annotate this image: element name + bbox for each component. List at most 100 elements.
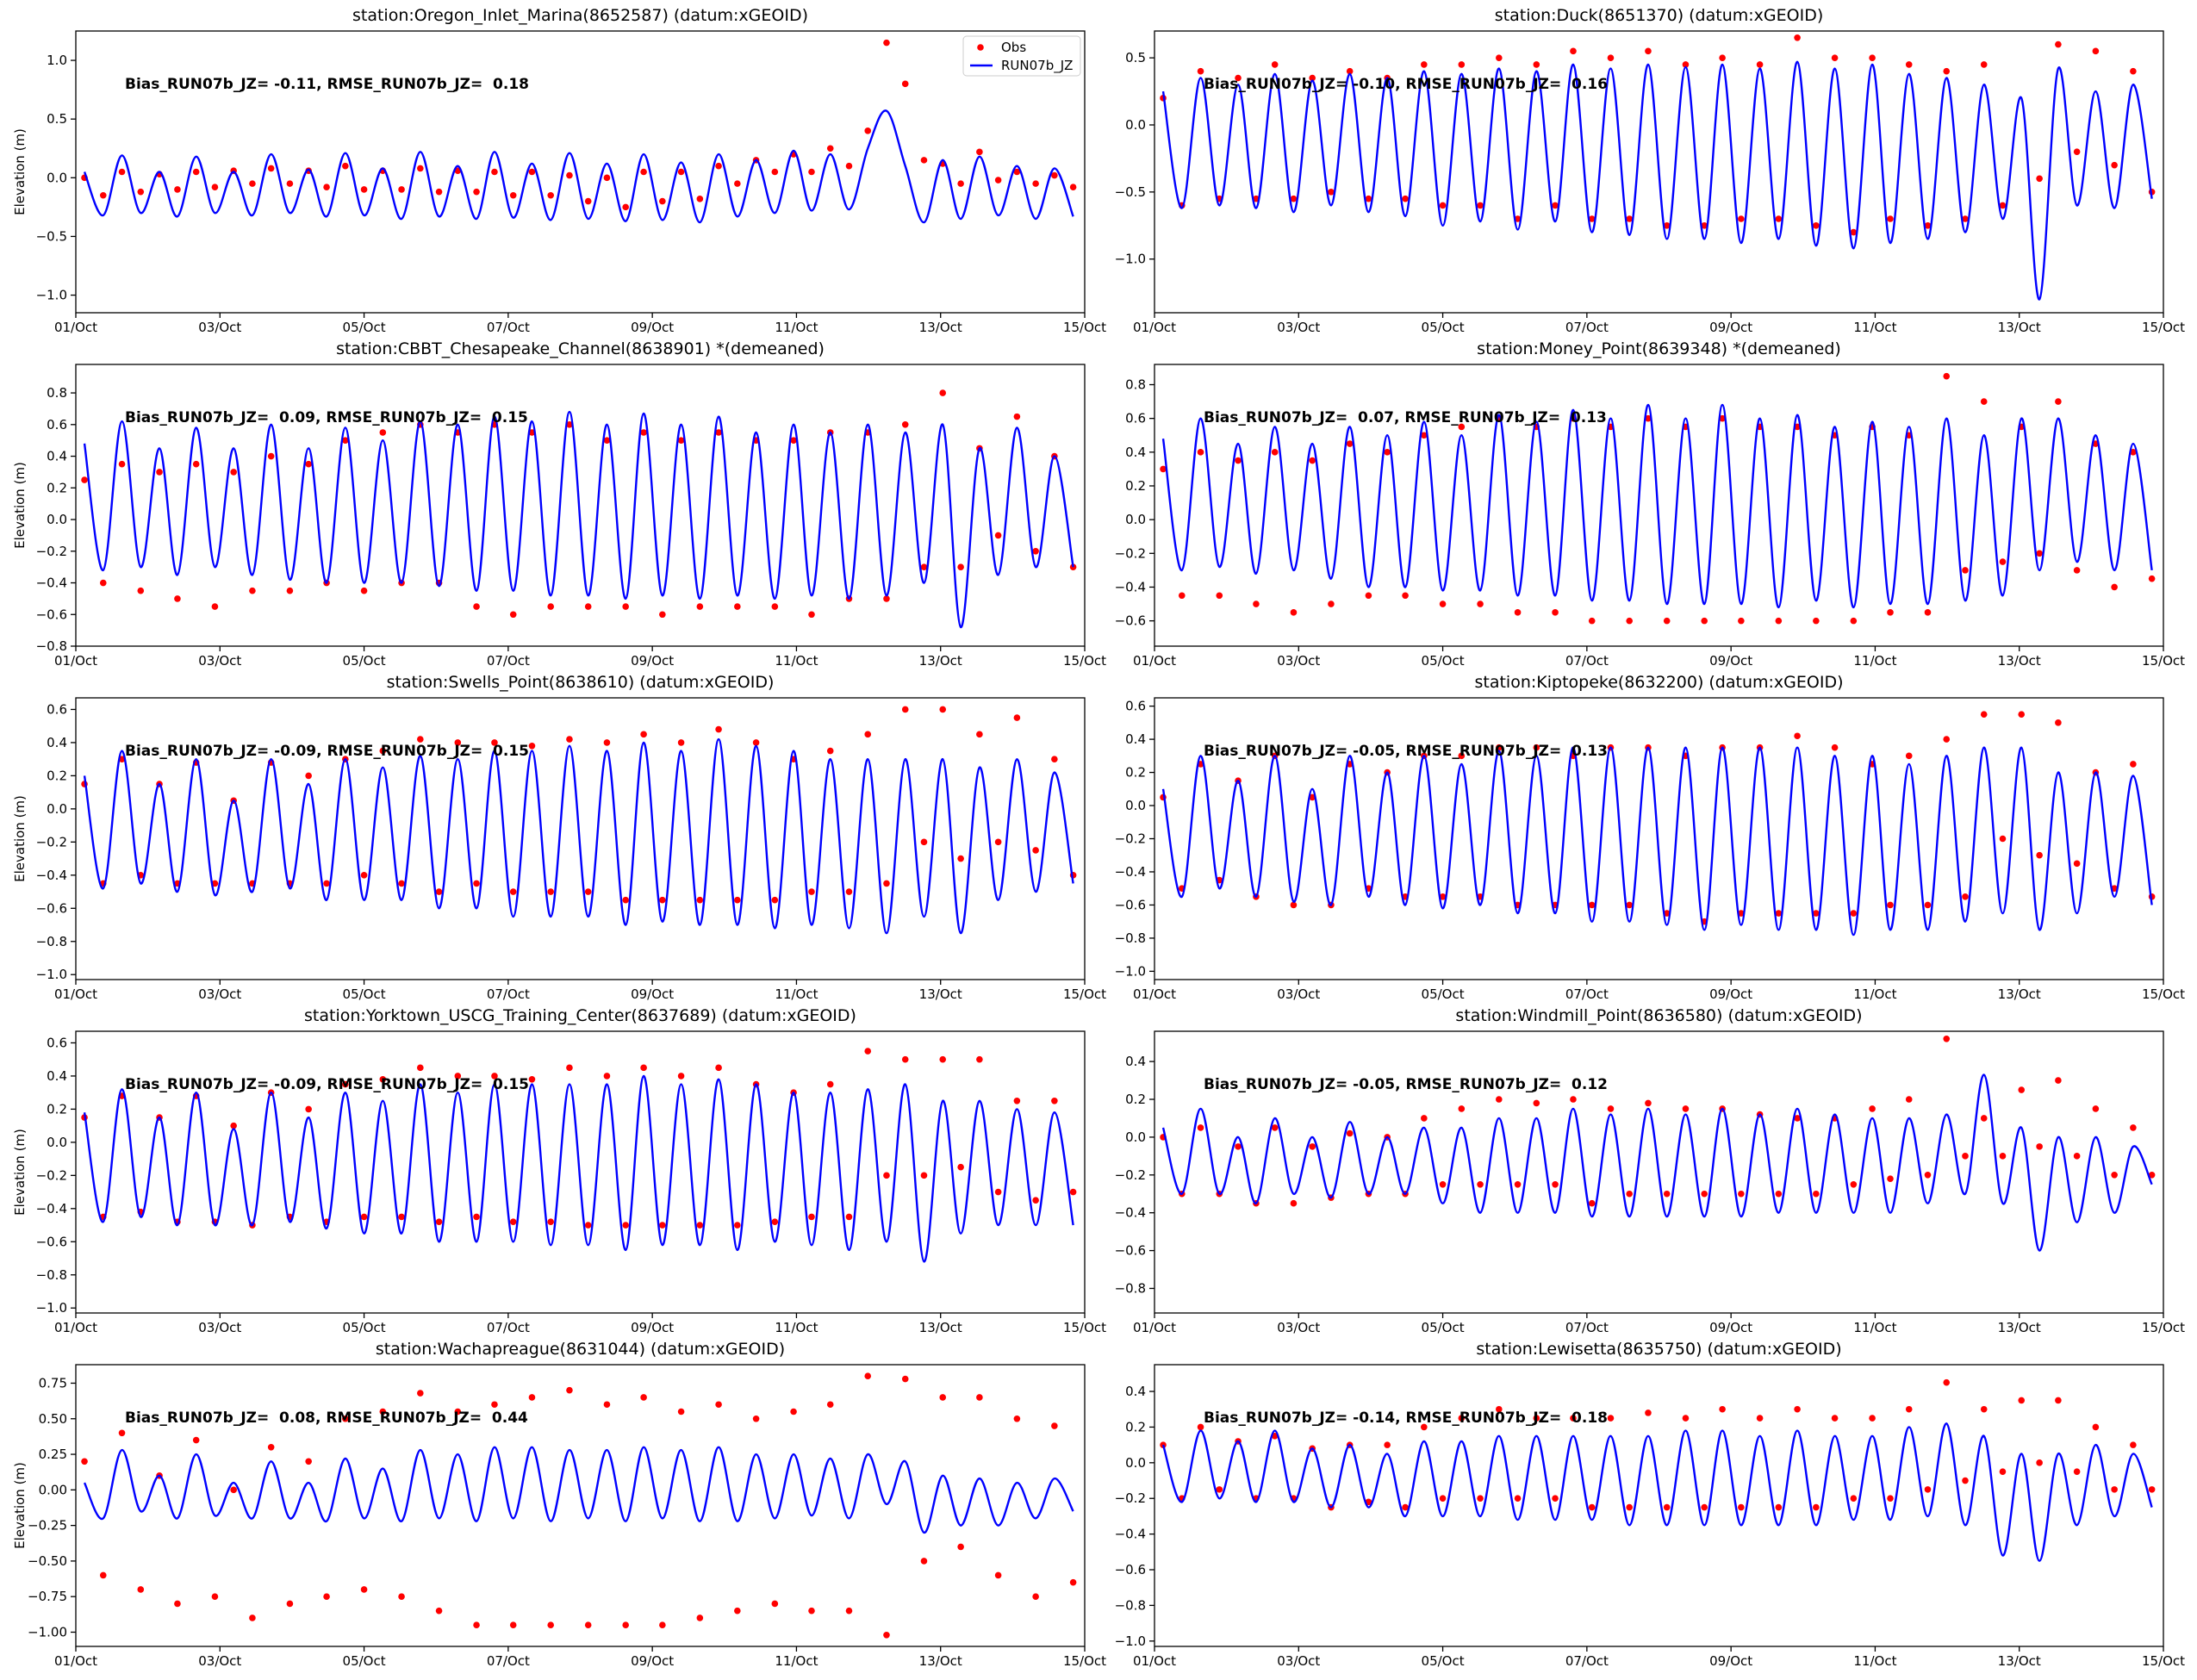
y-tick-label: −1.0 — [36, 1300, 67, 1316]
obs-point — [939, 1394, 947, 1401]
obs-point — [677, 168, 685, 176]
axes-frame — [1154, 697, 2164, 980]
obs-point — [1533, 61, 1540, 68]
obs-point — [845, 888, 853, 895]
obs-point — [1421, 1115, 1428, 1122]
obs-point — [2055, 1397, 2062, 1404]
y-tick-label: 0.0 — [1125, 798, 1146, 813]
y-tick-label: 0.2 — [1125, 478, 1146, 494]
obs-point — [360, 872, 368, 879]
obs-point — [808, 888, 815, 895]
obs-point — [2018, 1397, 2026, 1404]
stats-annotation: Bias_RUN07b_JZ= -0.05, RMSE_RUN07b_JZ= 0… — [1204, 743, 1608, 760]
y-tick-label: 0.4 — [47, 735, 67, 750]
obs-point — [584, 197, 592, 205]
obs-point — [901, 80, 909, 88]
obs-point — [1980, 398, 1988, 405]
x-tick-label: 11/Oct — [775, 986, 818, 1002]
obs-point — [957, 1163, 964, 1171]
obs-point — [1905, 1096, 1913, 1103]
model-line — [1161, 60, 2153, 301]
x-tick-label: 01/Oct — [54, 986, 97, 1002]
obs-point — [1552, 1180, 1559, 1188]
obs-point — [547, 888, 555, 895]
obs-point — [752, 1415, 760, 1422]
obs-point — [1439, 202, 1447, 209]
obs-point — [1271, 61, 1279, 68]
obs-point — [1216, 1486, 1223, 1493]
x-tick-label: 09/Oct — [631, 653, 674, 669]
axes-frame — [75, 1030, 1086, 1314]
obs-point — [1051, 756, 1058, 762]
obs-point — [435, 1607, 443, 1615]
x-tick-label: 01/Oct — [1133, 986, 1176, 1002]
obs-point — [1069, 1188, 1077, 1196]
obs-point — [677, 437, 685, 444]
obs-point — [1924, 221, 1932, 229]
obs-point — [249, 1615, 256, 1621]
subplot-title: station:Yorktown_USCG_Training_Center(86… — [304, 1006, 856, 1025]
obs-point — [2018, 711, 2026, 719]
obs-point — [379, 429, 387, 436]
obs-point — [249, 180, 256, 187]
obs-point — [1477, 202, 1484, 209]
obs-point — [2130, 67, 2137, 75]
obs-point — [1013, 168, 1021, 176]
obs-point — [509, 1218, 517, 1226]
obs-point — [2111, 1171, 2118, 1179]
x-tick-label: 15/Oct — [2142, 320, 2185, 335]
y-tick-label: 0.25 — [39, 1447, 67, 1462]
obs-point — [640, 1394, 647, 1401]
obs-point — [994, 838, 1002, 846]
obs-point — [547, 1218, 555, 1226]
obs-point — [1477, 600, 1484, 607]
y-tick-label: −0.2 — [36, 834, 67, 849]
obs-point — [1980, 711, 1988, 719]
y-axis-label: Elevation (m) — [12, 462, 28, 549]
obs-point — [1253, 600, 1260, 607]
y-tick-label: −0.5 — [1115, 184, 1146, 200]
x-tick-label: 05/Oct — [1422, 653, 1465, 669]
obs-point — [1999, 1153, 2007, 1160]
obs-point — [1905, 752, 1913, 760]
x-tick-label: 01/Oct — [1133, 320, 1176, 335]
obs-point — [360, 1213, 368, 1221]
obs-point — [901, 421, 909, 428]
obs-point — [2092, 1423, 2100, 1431]
x-tick-label: 05/Oct — [343, 1320, 386, 1335]
y-tick-label: −0.6 — [1115, 1562, 1146, 1577]
x-tick-label: 05/Oct — [343, 653, 386, 669]
obs-point — [1032, 180, 1039, 187]
obs-point — [398, 880, 405, 887]
obs-point — [677, 739, 685, 746]
obs-point — [118, 460, 126, 468]
obs-point — [379, 747, 387, 755]
obs-point — [528, 168, 536, 176]
obs-point — [2073, 1468, 2081, 1475]
obs-point — [398, 1213, 405, 1221]
obs-point — [734, 1222, 741, 1229]
plot-area — [81, 1372, 1077, 1639]
obs-point — [2036, 550, 2043, 557]
obs-point — [454, 1073, 462, 1080]
model-line — [83, 410, 1074, 629]
obs-point — [1496, 54, 1503, 61]
obs-point — [994, 532, 1002, 539]
obs-point — [883, 880, 890, 887]
obs-point — [305, 1105, 312, 1113]
obs-point — [920, 1558, 928, 1565]
obs-point — [808, 611, 815, 619]
obs-point — [1794, 34, 1801, 41]
y-tick-label: −1.0 — [36, 967, 67, 982]
obs-point — [1962, 215, 1969, 222]
obs-point — [81, 1458, 88, 1465]
obs-point — [211, 603, 219, 610]
x-tick-label: 05/Oct — [1422, 320, 1465, 335]
y-tick-label: 0.0 — [1125, 1455, 1146, 1471]
y-tick-label: 0.4 — [1125, 445, 1146, 460]
obs-point — [939, 706, 947, 713]
x-tick-label: 03/Oct — [198, 1653, 241, 1669]
obs-point — [1645, 47, 1652, 55]
obs-point — [771, 896, 779, 904]
